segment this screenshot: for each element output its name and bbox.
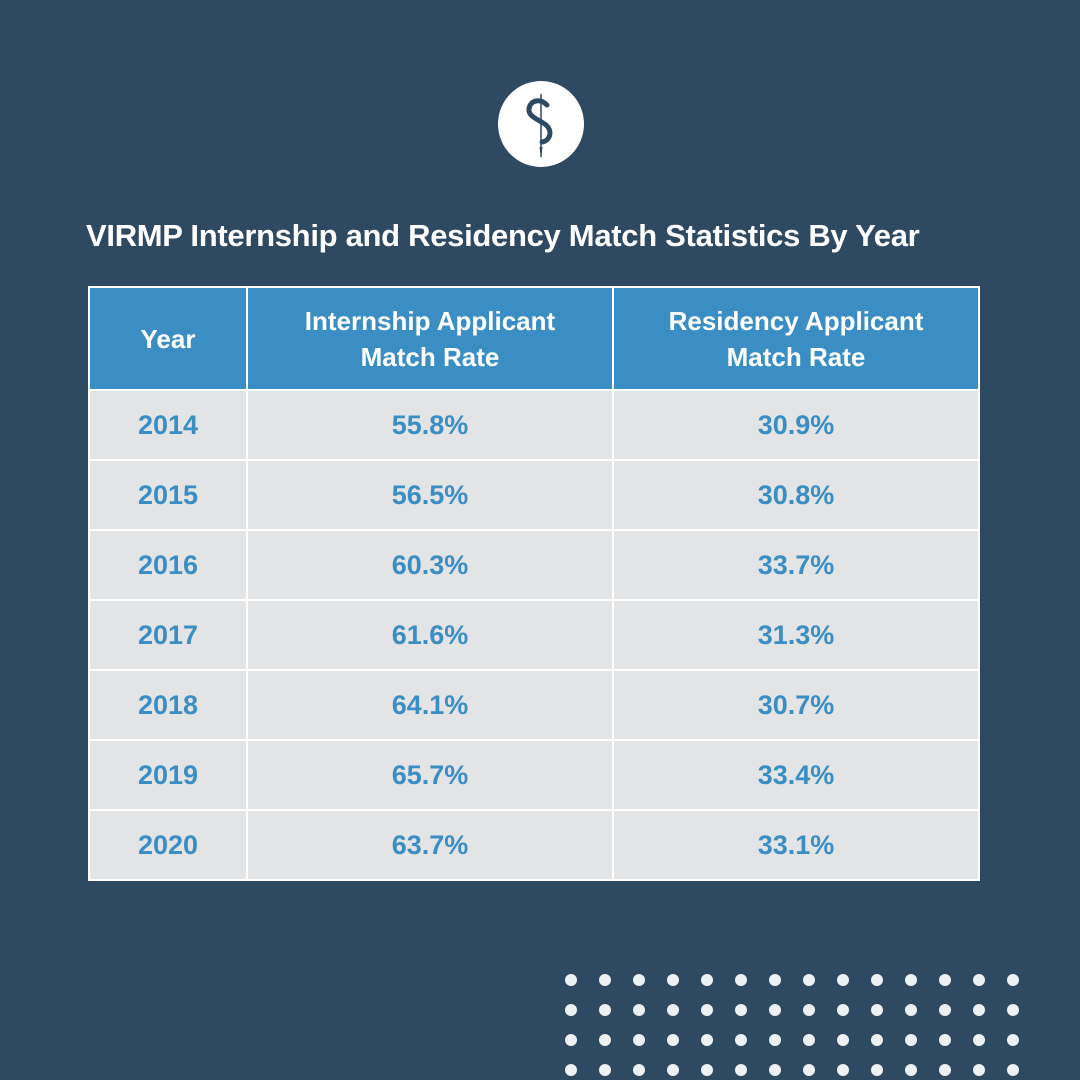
dot-decoration xyxy=(837,1004,849,1016)
header-row: Year Internship Applicant Match Rate Res… xyxy=(88,286,980,391)
residency-rate-cell: 33.4% xyxy=(612,739,980,811)
column-header-line: Residency Applicant xyxy=(668,305,924,336)
dot-decoration xyxy=(701,1064,713,1076)
table-row: 2016 60.3% 33.7% xyxy=(88,529,980,601)
dot-decoration xyxy=(973,1004,985,1016)
dot-decoration xyxy=(769,1034,781,1046)
column-header-line: Match Rate xyxy=(360,341,500,372)
internship-rate-cell: 55.8% xyxy=(246,389,614,461)
year-cell: 2017 xyxy=(88,599,248,671)
year-cell: 2015 xyxy=(88,459,248,531)
dot-decoration xyxy=(667,974,679,986)
dot-decoration xyxy=(803,1064,815,1076)
dot-decoration xyxy=(939,1034,951,1046)
residency-rate-cell: 33.1% xyxy=(612,809,980,881)
page-title: VIRMP Internship and Residency Match Sta… xyxy=(86,218,920,253)
dot-decoration xyxy=(735,1064,747,1076)
dot-decoration xyxy=(1007,1034,1019,1046)
table-row: 2020 63.7% 33.1% xyxy=(88,809,980,881)
match-statistics-table: Year Internship Applicant Match Rate Res… xyxy=(88,286,980,881)
dot-decoration xyxy=(939,1064,951,1076)
column-header-line: Year xyxy=(140,323,196,354)
dot-decoration xyxy=(871,1004,883,1016)
dot-decoration xyxy=(701,1004,713,1016)
dot-decoration xyxy=(735,974,747,986)
dot-decoration xyxy=(905,1034,917,1046)
dot-decoration xyxy=(735,1034,747,1046)
dot-decoration xyxy=(905,974,917,986)
dot-decoration xyxy=(769,1004,781,1016)
dot-decoration xyxy=(701,974,713,986)
column-header-line: Internship Applicant xyxy=(304,305,556,336)
dot-decoration xyxy=(939,1004,951,1016)
table-row: 2017 61.6% 31.3% xyxy=(88,599,980,671)
dot-decoration xyxy=(599,1004,611,1016)
dot-decoration xyxy=(599,974,611,986)
dot-decoration xyxy=(973,1034,985,1046)
dot-decoration xyxy=(633,1004,645,1016)
dot-decoration xyxy=(871,974,883,986)
dot-decoration xyxy=(837,1064,849,1076)
column-header-residency: Residency Applicant Match Rate xyxy=(612,286,980,391)
column-header-internship: Internship Applicant Match Rate xyxy=(246,286,614,391)
dot-decoration xyxy=(565,1004,577,1016)
residency-rate-cell: 30.9% xyxy=(612,389,980,461)
dot-decoration xyxy=(837,974,849,986)
residency-rate-cell: 33.7% xyxy=(612,529,980,601)
dot-decoration xyxy=(803,1004,815,1016)
dot-decoration xyxy=(803,1034,815,1046)
dot-decoration xyxy=(973,1064,985,1076)
year-cell: 2016 xyxy=(88,529,248,601)
dot-decoration xyxy=(939,974,951,986)
dot-decoration xyxy=(973,974,985,986)
internship-rate-cell: 56.5% xyxy=(246,459,614,531)
column-header-year: Year xyxy=(88,286,248,391)
table-row: 2018 64.1% 30.7% xyxy=(88,669,980,741)
residency-rate-cell: 30.7% xyxy=(612,669,980,741)
dot-decoration xyxy=(905,1064,917,1076)
internship-rate-cell: 61.6% xyxy=(246,599,614,671)
internship-rate-cell: 64.1% xyxy=(246,669,614,741)
dot-decoration xyxy=(1007,1064,1019,1076)
dot-decoration xyxy=(633,1064,645,1076)
dot-decoration xyxy=(633,974,645,986)
year-cell: 2014 xyxy=(88,389,248,461)
dot-decoration xyxy=(565,974,577,986)
internship-rate-cell: 65.7% xyxy=(246,739,614,811)
dot-decoration xyxy=(769,974,781,986)
column-header-line: Match Rate xyxy=(726,341,866,372)
dot-decoration xyxy=(837,1034,849,1046)
dot-decoration xyxy=(667,1034,679,1046)
year-cell: 2020 xyxy=(88,809,248,881)
dot-decoration xyxy=(633,1034,645,1046)
dot-decoration xyxy=(803,974,815,986)
internship-rate-cell: 60.3% xyxy=(246,529,614,601)
dot-grid-pattern xyxy=(565,974,1023,1076)
dot-decoration xyxy=(769,1064,781,1076)
dot-decoration xyxy=(599,1064,611,1076)
dot-decoration xyxy=(599,1034,611,1046)
table-row: 2015 56.5% 30.8% xyxy=(88,459,980,531)
dot-decoration xyxy=(735,1004,747,1016)
dot-decoration xyxy=(871,1064,883,1076)
dot-decoration xyxy=(1007,1004,1019,1016)
dot-decoration xyxy=(565,1064,577,1076)
dot-decoration xyxy=(871,1034,883,1046)
table-row: 2014 55.8% 30.9% xyxy=(88,389,980,461)
staff-s-logo-icon xyxy=(498,81,584,167)
dot-decoration xyxy=(701,1034,713,1046)
dot-decoration xyxy=(565,1034,577,1046)
dot-decoration xyxy=(905,1004,917,1016)
dot-decoration xyxy=(667,1064,679,1076)
year-cell: 2018 xyxy=(88,669,248,741)
internship-rate-cell: 63.7% xyxy=(246,809,614,881)
residency-rate-cell: 30.8% xyxy=(612,459,980,531)
dot-decoration xyxy=(1007,974,1019,986)
residency-rate-cell: 31.3% xyxy=(612,599,980,671)
dot-decoration xyxy=(667,1004,679,1016)
table-row: 2019 65.7% 33.4% xyxy=(88,739,980,811)
year-cell: 2019 xyxy=(88,739,248,811)
